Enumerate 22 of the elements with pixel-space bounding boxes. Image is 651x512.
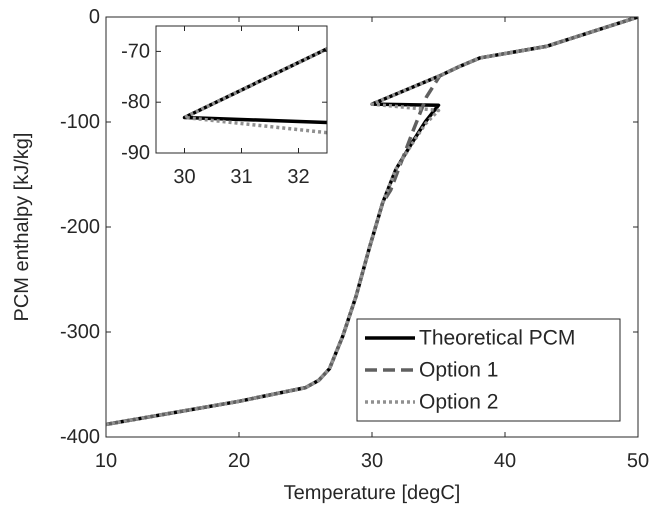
line-series bbox=[106, 17, 638, 426]
x-tick-label: 30 bbox=[173, 166, 196, 188]
x-tick-label: 10 bbox=[94, 450, 118, 472]
x-tick-label: 31 bbox=[230, 166, 253, 188]
x-tick-label: 50 bbox=[626, 450, 650, 472]
y-tick-label: -90 bbox=[121, 142, 150, 164]
y-tick-label: -70 bbox=[121, 40, 150, 62]
y-tick-label: -300 bbox=[60, 321, 100, 343]
x-tick-label: 30 bbox=[360, 450, 384, 472]
y-tick-label: 0 bbox=[88, 6, 100, 28]
x-tick-label: 20 bbox=[228, 450, 250, 472]
y-tick-label: -200 bbox=[60, 216, 100, 238]
x-axis-title: Temperature [degC] bbox=[284, 482, 460, 504]
legend-label: Option 1 bbox=[419, 358, 498, 382]
y-tick-label: -80 bbox=[121, 91, 150, 114]
legend-label: Option 2 bbox=[419, 390, 498, 414]
y-axis-title: PCM enthalpy [kJ/kg] bbox=[11, 132, 33, 322]
y-tick-label: -100 bbox=[60, 111, 100, 133]
y-tick-label: -400 bbox=[60, 426, 100, 448]
x-tick-label: 40 bbox=[494, 450, 516, 472]
legend-label: Theoretical PCM bbox=[419, 326, 576, 350]
x-tick-label: 32 bbox=[287, 166, 310, 188]
